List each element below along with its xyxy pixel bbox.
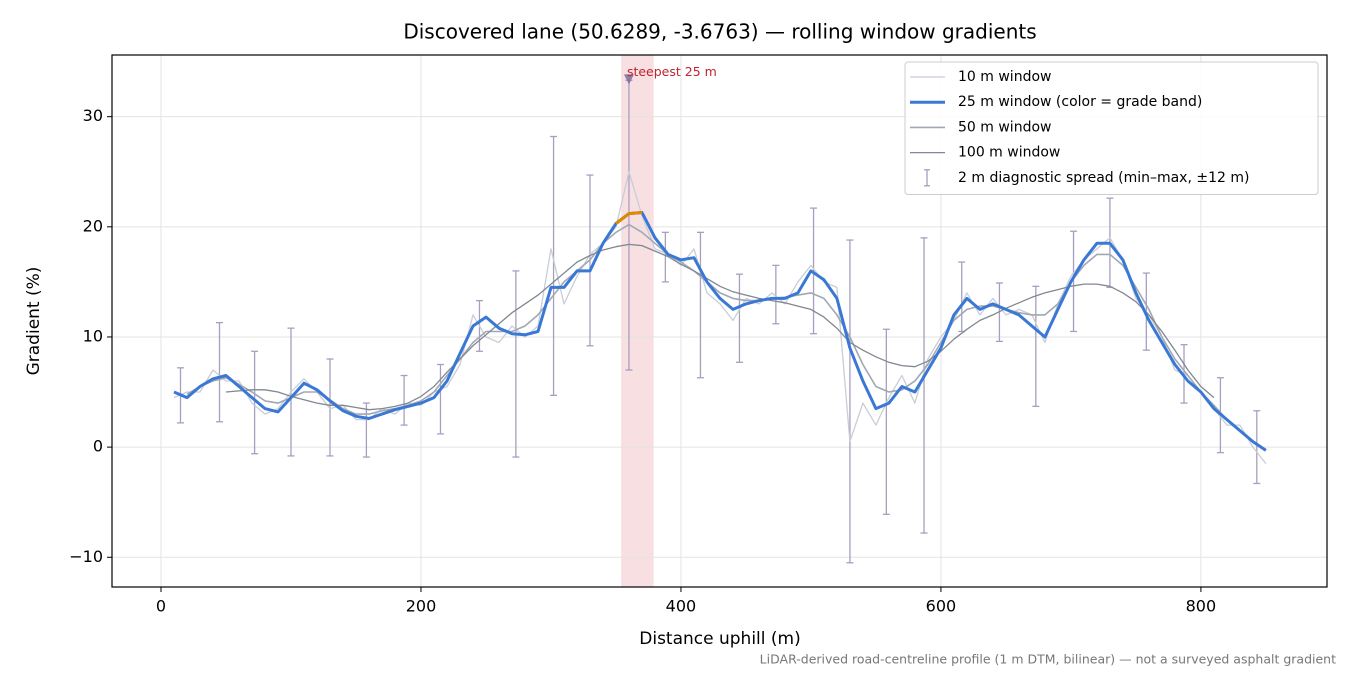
series-line — [225, 243, 1215, 411]
legend-label: 50 m window — [958, 119, 1051, 135]
steepest-marker — [623, 74, 634, 85]
plot-frame — [111, 54, 1328, 588]
series-line — [173, 211, 1267, 452]
y-tick-label: 0 — [93, 437, 103, 456]
y-tick-label: 10 — [83, 326, 103, 345]
y-tick-label: 30 — [83, 106, 103, 125]
grade-band-line — [615, 211, 643, 225]
chart-title: Discovered lane (50.6289, -3.6763) — rol… — [403, 20, 1036, 44]
legend-label: 2 m diagnostic spread (min–max, ±12 m) — [958, 170, 1249, 186]
legend-box — [904, 61, 1319, 195]
x-tick-label: 400 — [666, 597, 697, 616]
x-tick-label: 200 — [406, 597, 437, 616]
legend-label: 10 m window — [958, 69, 1051, 85]
legend-label: 100 m window — [958, 145, 1060, 161]
caption: LiDAR-derived road-centreline profile (1… — [760, 652, 1336, 667]
legend-label: 25 m window (color = grade band) — [958, 94, 1202, 110]
y-axis-label: Gradient (%) — [24, 267, 44, 376]
x-tick-label: 0 — [156, 597, 166, 616]
x-tick-label: 800 — [1186, 597, 1217, 616]
steepest-label: steepest 25 m — [627, 64, 717, 79]
x-tick-label: 600 — [926, 597, 957, 616]
y-tick-label: 20 — [83, 216, 103, 235]
series-line — [173, 171, 1267, 465]
steepest-band — [621, 55, 654, 587]
y-tick-label: −10 — [69, 547, 103, 566]
x-axis-label: Distance uphill (m) — [639, 629, 800, 649]
